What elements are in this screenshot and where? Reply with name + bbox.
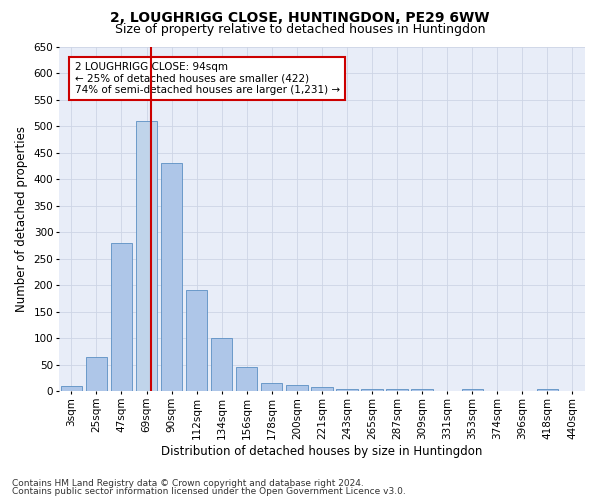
Text: 2 LOUGHRIGG CLOSE: 94sqm
← 25% of detached houses are smaller (422)
74% of semi-: 2 LOUGHRIGG CLOSE: 94sqm ← 25% of detach… <box>74 62 340 95</box>
Bar <box>537 388 558 392</box>
Bar <box>236 368 257 392</box>
Bar <box>361 388 383 392</box>
Bar <box>386 388 408 392</box>
Text: 2, LOUGHRIGG CLOSE, HUNTINGDON, PE29 6WW: 2, LOUGHRIGG CLOSE, HUNTINGDON, PE29 6WW <box>110 11 490 25</box>
X-axis label: Distribution of detached houses by size in Huntingdon: Distribution of detached houses by size … <box>161 444 482 458</box>
Bar <box>311 387 332 392</box>
Text: Size of property relative to detached houses in Huntingdon: Size of property relative to detached ho… <box>115 22 485 36</box>
Bar <box>337 388 358 392</box>
Bar <box>412 388 433 392</box>
Y-axis label: Number of detached properties: Number of detached properties <box>15 126 28 312</box>
Bar <box>211 338 232 392</box>
Bar <box>161 163 182 392</box>
Text: Contains public sector information licensed under the Open Government Licence v3: Contains public sector information licen… <box>12 487 406 496</box>
Bar <box>261 384 283 392</box>
Bar <box>461 388 483 392</box>
Text: Contains HM Land Registry data © Crown copyright and database right 2024.: Contains HM Land Registry data © Crown c… <box>12 478 364 488</box>
Bar <box>286 386 308 392</box>
Bar <box>61 386 82 392</box>
Bar <box>136 121 157 392</box>
Bar <box>86 357 107 392</box>
Bar <box>111 243 132 392</box>
Bar <box>186 290 208 392</box>
